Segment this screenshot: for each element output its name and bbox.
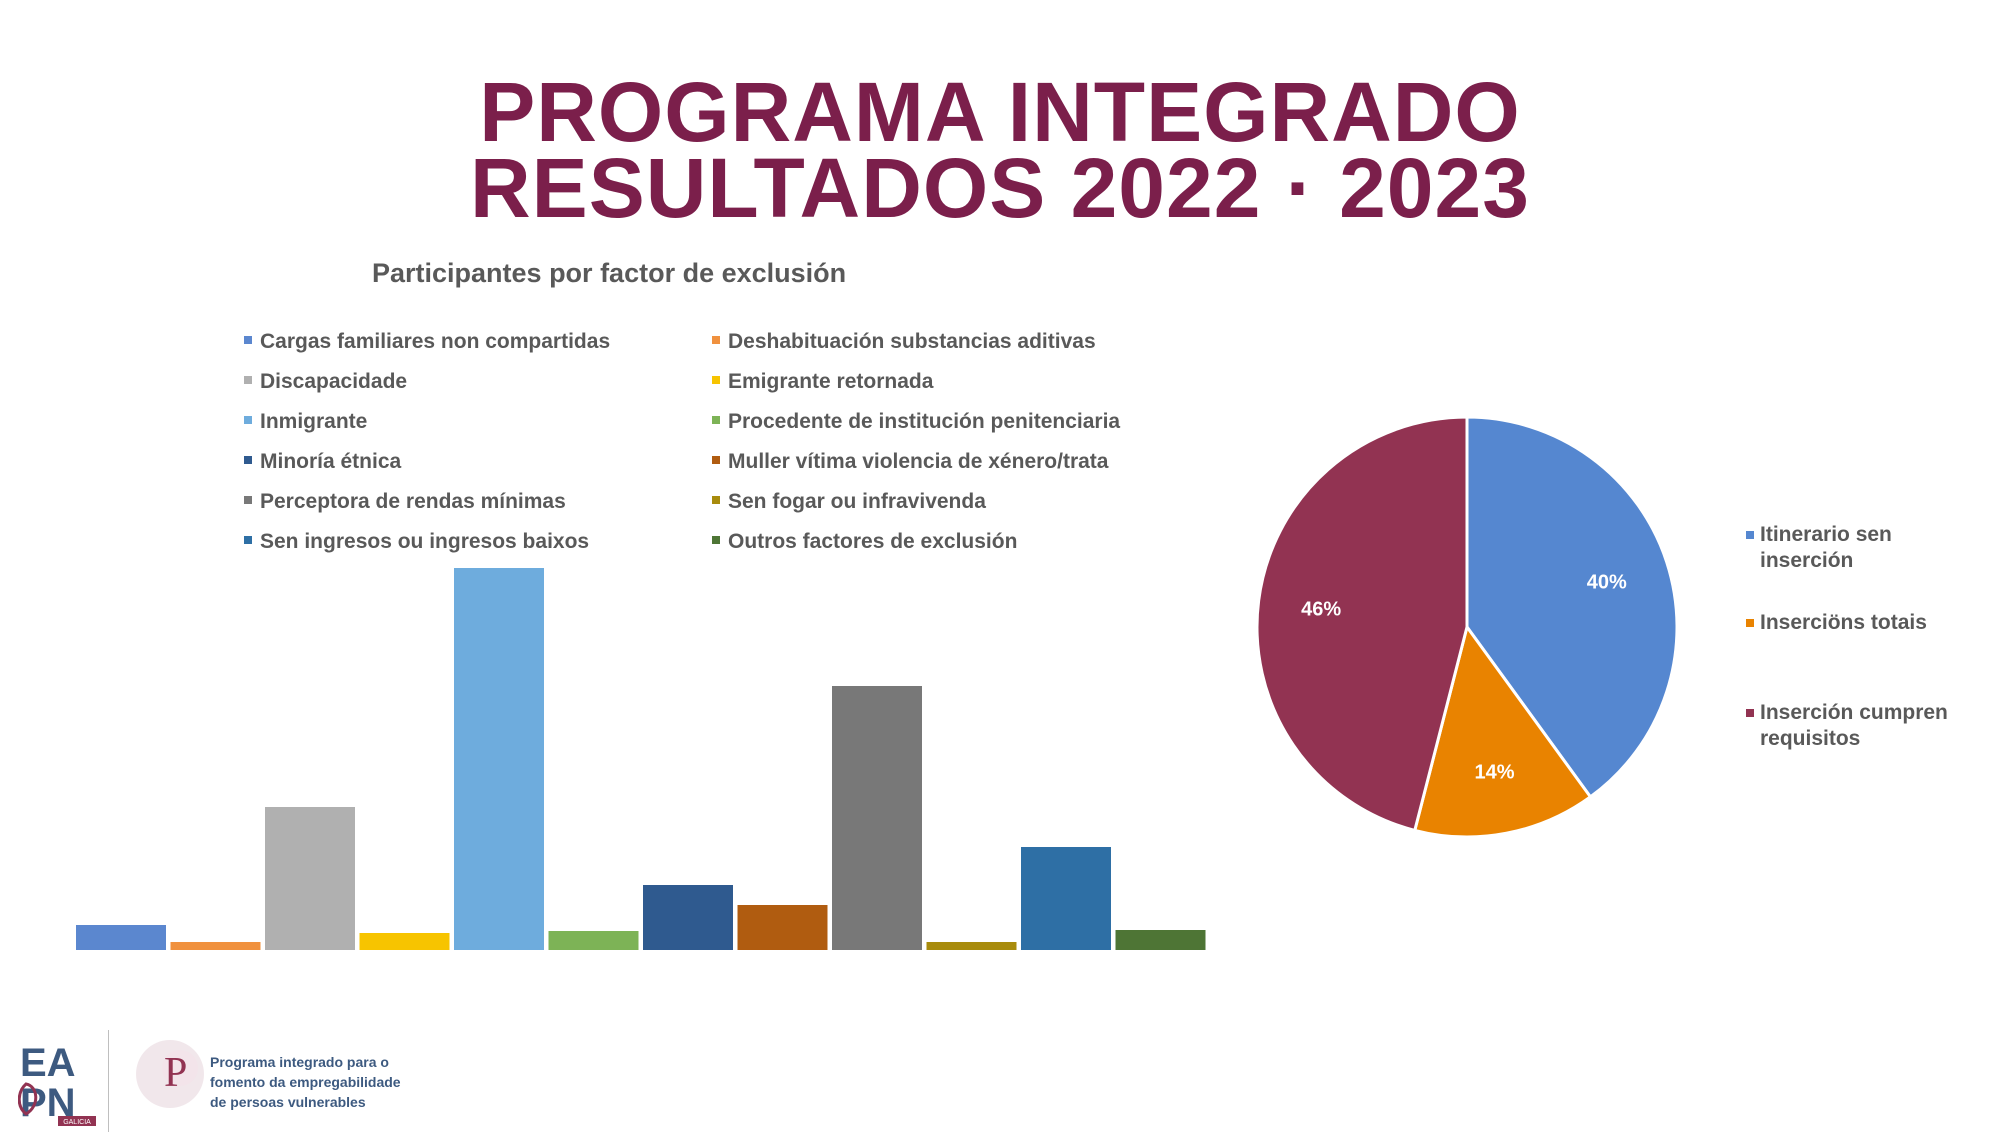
bar (1115, 930, 1206, 950)
bar-legend-item: Cargas familiares non compartidas (244, 330, 610, 354)
svg-text:EA: EA (20, 1041, 76, 1085)
legend-swatch (712, 376, 720, 385)
bar-legend-item: Outros factores de exclusión (712, 530, 1017, 554)
legend-swatch (1746, 709, 1754, 717)
pie-data-label: 46% (1301, 599, 1341, 621)
legend-label: Cargas familiares non compartidas (260, 330, 611, 353)
bar-legend-item: Muller vítima violencia de xénero/trata (712, 450, 1108, 474)
legend-label: Sen fogar ou infravivenda (728, 490, 986, 513)
legend-swatch (712, 456, 720, 465)
bar-legend-item: Discapacidade (244, 370, 407, 394)
legend-swatch (244, 336, 252, 345)
bar (76, 925, 166, 950)
page-title-line2: RESULTADOS 2022 · 2023 (470, 141, 1530, 235)
legend-label: Inserciöns totais (1760, 611, 1927, 634)
legend-label: Minoría étnica (260, 450, 402, 473)
legend-label: Perceptora de rendas mínimas (260, 490, 566, 513)
legend-label: Inserción cumpren requisitos (1760, 701, 1948, 750)
bar-legend-item: Perceptora de rendas mínimas (244, 490, 566, 514)
legend-swatch (244, 456, 252, 465)
bar-legend-item: Emigrante retornada (712, 370, 933, 394)
bar-chart (76, 568, 1206, 950)
bar (170, 942, 261, 950)
svg-text:P: P (164, 1050, 187, 1096)
footer-description: Programa integrado para o fomento da emp… (210, 1054, 401, 1110)
legend-swatch (712, 416, 720, 425)
legend-label: Deshabituación substancias aditivas (728, 330, 1096, 353)
bar (265, 807, 355, 950)
bar-legend-item: Deshabituación substancias aditivas (712, 330, 1096, 354)
legend-label: Procedente de institución penitenciaria (728, 410, 1121, 433)
legend-swatch (244, 536, 252, 545)
bar (643, 885, 733, 950)
legend-label: Discapacidade (260, 370, 408, 393)
svg-text:GALICIA: GALICIA (63, 1119, 91, 1126)
bar (926, 942, 1017, 950)
bar (454, 568, 544, 950)
legend-swatch (1746, 531, 1754, 539)
bar-legend-item: Sen fogar ou infravivenda (712, 490, 986, 514)
legend-swatch (712, 336, 720, 345)
legend-swatch (244, 416, 252, 425)
pie-legend-item: Itinerario sen inserción (1746, 522, 1990, 574)
legend-label: Itinerario sen inserción (1760, 523, 1892, 572)
pie-slice (1465, 415, 1679, 799)
bar-legend-item: Minoría étnica (244, 450, 401, 474)
legend-label: Muller vítima violencia de xénero/trata (728, 450, 1109, 473)
pie-data-label: 40% (1587, 572, 1627, 594)
bar-legend-item: Procedente de institución penitenciaria (712, 410, 1120, 434)
legend-swatch (712, 536, 720, 545)
footer-divider (108, 1030, 109, 1132)
bar (548, 931, 639, 950)
bar (737, 905, 828, 950)
bar-chart-title: Participantes por factor de exclusión (372, 258, 847, 288)
bar-legend-item: Sen ingresos ou ingresos baixos (244, 530, 589, 554)
page-title-line1: PROGRAMA INTEGRADO (479, 65, 1521, 159)
pie-chart: 40% 14% 46% (1255, 415, 1679, 839)
pie-slice (1255, 415, 1469, 833)
pie-slice (1412, 623, 1593, 839)
rede-emprego-digno-logo: P (128, 1030, 208, 1125)
pie-data-label: 14% (1475, 761, 1515, 783)
legend-swatch (244, 496, 252, 505)
pie-legend-item: Inserción cumpren requisitos (1746, 700, 1990, 752)
legend-label: Outros factores de exclusión (728, 530, 1018, 553)
legend-swatch (1746, 619, 1754, 627)
legend-label: Sen ingresos ou ingresos baixos (260, 530, 590, 553)
pie-legend-item: Inserciöns totais (1746, 610, 1990, 636)
bar (359, 933, 450, 950)
legend-label: Inmigrante (260, 410, 368, 433)
legend-swatch (712, 496, 720, 505)
legend-swatch (244, 376, 252, 385)
bar-legend-item: Inmigrante (244, 410, 367, 434)
eapn-logo: EA PN GALICIA (17, 1036, 98, 1131)
bar (1021, 847, 1111, 950)
legend-label: Emigrante retornada (728, 370, 934, 393)
bar (832, 686, 922, 950)
